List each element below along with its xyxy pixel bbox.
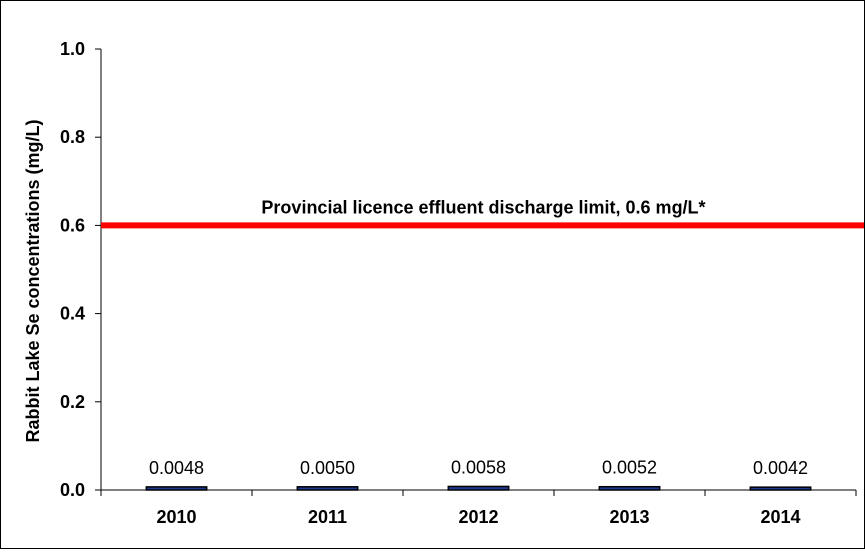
data-label: 0.0058 xyxy=(451,457,506,477)
data-label: 0.0048 xyxy=(149,458,204,478)
y-tick-label: 0.0 xyxy=(60,480,85,500)
x-tick-label: 2010 xyxy=(156,507,196,527)
bar xyxy=(598,485,661,491)
y-tick-label: 0.2 xyxy=(60,392,85,412)
x-tick-label: 2013 xyxy=(609,507,649,527)
y-axis: 0.0 0.2 0.4 0.6 0.8 1.0 xyxy=(60,39,102,500)
bars xyxy=(145,485,812,491)
y-tick-label: 0.6 xyxy=(60,215,85,235)
data-label: 0.0050 xyxy=(300,458,355,478)
x-tick-label: 2011 xyxy=(308,507,347,527)
data-label: 0.0052 xyxy=(602,458,657,478)
x-tick-label: 2014 xyxy=(760,507,800,527)
data-label: 0.0042 xyxy=(753,458,808,478)
bar xyxy=(145,486,208,491)
reference-line-group: Provincial licence effluent discharge li… xyxy=(101,197,864,229)
bar xyxy=(749,486,812,491)
x-axis: 2010 2011 2012 2013 2014 xyxy=(100,489,857,527)
bar xyxy=(447,485,510,491)
reference-line-label: Provincial licence effluent discharge li… xyxy=(261,197,705,217)
data-labels: 0.0048 0.0050 0.0058 0.0052 0.0042 xyxy=(149,457,808,478)
y-axis-title: Rabbit Lake Se concentrations (mg/L) xyxy=(23,119,43,442)
y-tick-label: 0.4 xyxy=(60,304,85,324)
x-tick-label: 2012 xyxy=(458,507,498,527)
bar xyxy=(296,486,359,491)
y-tick-label: 1.0 xyxy=(60,39,85,59)
y-tick-label: 0.8 xyxy=(60,127,85,147)
